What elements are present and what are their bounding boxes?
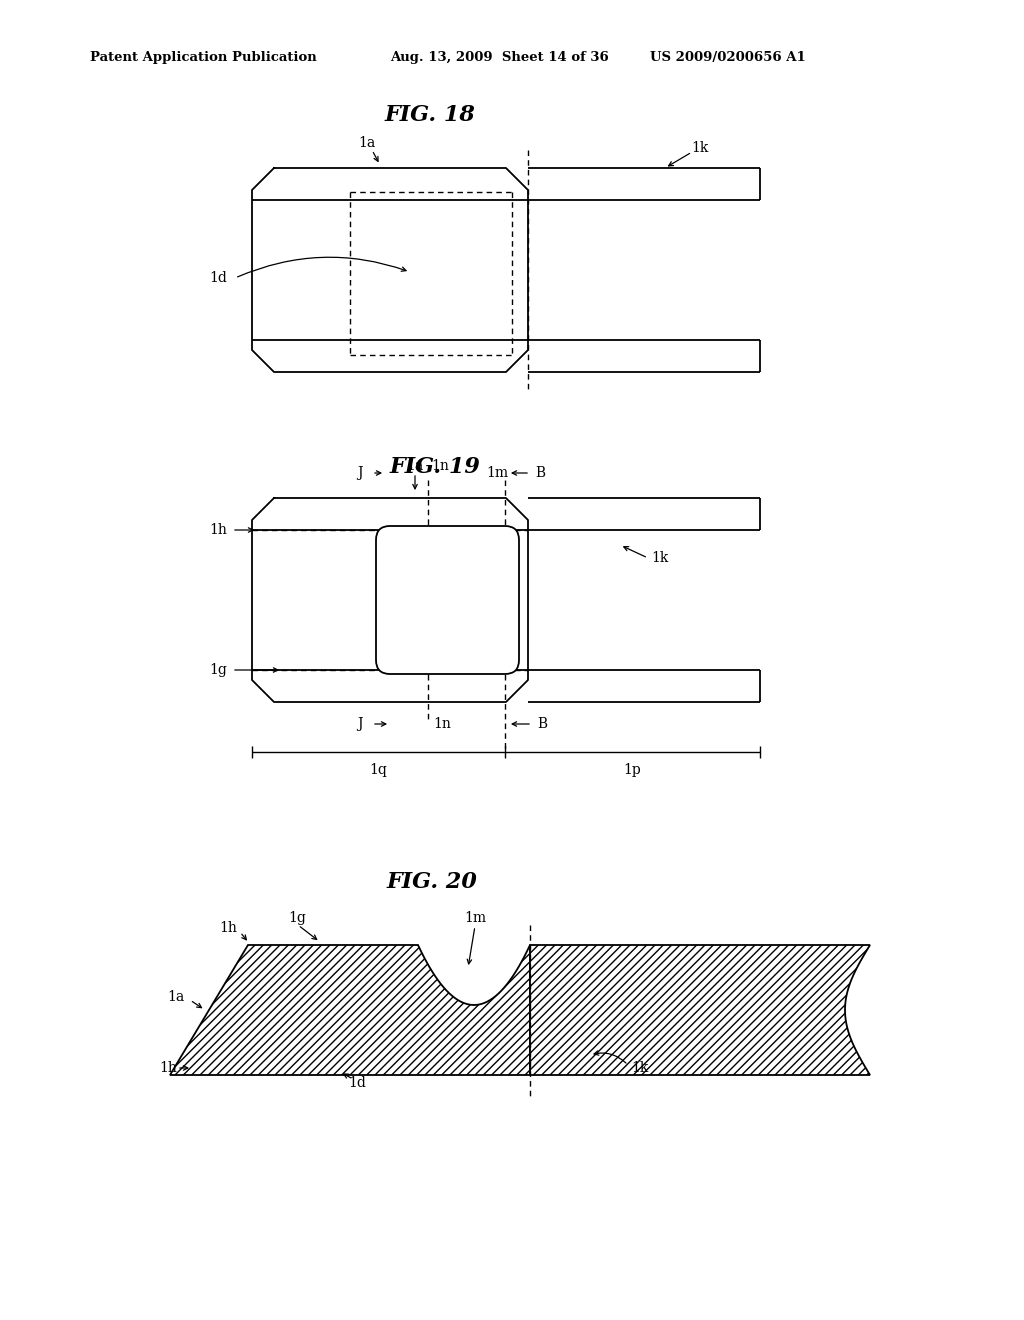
Text: 1k: 1k bbox=[651, 550, 669, 565]
Text: 1k: 1k bbox=[632, 1061, 648, 1074]
Text: US 2009/0200656 A1: US 2009/0200656 A1 bbox=[650, 51, 806, 65]
Text: J: J bbox=[357, 466, 362, 480]
Text: 1m: 1m bbox=[486, 466, 508, 480]
Text: Patent Application Publication: Patent Application Publication bbox=[90, 51, 316, 65]
Text: 1h: 1h bbox=[209, 523, 227, 537]
Text: B: B bbox=[537, 717, 547, 731]
Text: B: B bbox=[535, 466, 545, 480]
Text: FIG. 20: FIG. 20 bbox=[387, 871, 477, 894]
Text: 1a: 1a bbox=[168, 990, 185, 1005]
Polygon shape bbox=[170, 945, 530, 1074]
Text: 1k: 1k bbox=[691, 141, 709, 154]
Text: 1n: 1n bbox=[431, 459, 449, 473]
FancyBboxPatch shape bbox=[376, 525, 519, 675]
Text: FIG. 19: FIG. 19 bbox=[389, 455, 480, 478]
Text: 1q: 1q bbox=[369, 763, 387, 777]
Text: J: J bbox=[357, 717, 362, 731]
Text: Aug. 13, 2009  Sheet 14 of 36: Aug. 13, 2009 Sheet 14 of 36 bbox=[390, 51, 608, 65]
Text: 1d: 1d bbox=[209, 271, 227, 285]
Polygon shape bbox=[530, 945, 870, 1074]
Text: 1h: 1h bbox=[219, 921, 237, 935]
Text: 1g: 1g bbox=[288, 911, 306, 925]
Text: FIG. 18: FIG. 18 bbox=[385, 104, 475, 125]
Text: 1n: 1n bbox=[433, 717, 451, 731]
Text: 1g: 1g bbox=[209, 663, 227, 677]
Text: 1a: 1a bbox=[358, 136, 376, 150]
Text: 1h: 1h bbox=[159, 1061, 177, 1074]
Text: 1d: 1d bbox=[348, 1076, 366, 1090]
Text: 1m: 1m bbox=[464, 911, 486, 925]
Text: 1a: 1a bbox=[407, 459, 424, 473]
Text: 1p: 1p bbox=[624, 763, 641, 777]
